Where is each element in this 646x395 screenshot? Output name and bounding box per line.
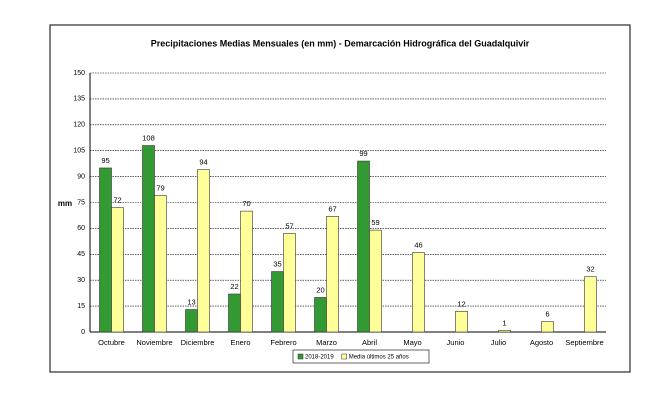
data-label: 46 (414, 241, 422, 250)
x-tick-label: Abril (362, 338, 377, 347)
bar (185, 309, 198, 333)
legend-swatch (297, 353, 304, 360)
bar (455, 310, 468, 333)
data-label: 72 (113, 196, 121, 205)
data-label: 70 (242, 199, 250, 208)
y-tick-label: 30 (77, 277, 85, 284)
data-label: 108 (142, 134, 155, 143)
y-tick-label: 60 (77, 225, 85, 232)
bar (584, 276, 597, 333)
bar (326, 216, 339, 333)
y-tick-label: 75 (77, 199, 85, 206)
y-tick-label: 105 (73, 148, 85, 155)
y-tick-label: 150 (73, 70, 85, 77)
x-tick-label: Marzo (316, 338, 337, 347)
data-label: 99 (359, 149, 367, 158)
legend-label: 2018-2019 (305, 355, 334, 361)
bar (240, 210, 253, 333)
x-tick-label: Octubre (98, 338, 125, 347)
bar (412, 252, 425, 333)
chart-frame (49, 24, 631, 373)
x-tick-label: Enero (230, 338, 250, 347)
data-label: 57 (285, 222, 293, 231)
x-tick-label: Febrero (270, 338, 296, 347)
data-label: 95 (101, 156, 109, 165)
data-label: 67 (328, 204, 336, 213)
bar (99, 167, 112, 333)
bar (142, 145, 155, 333)
y-tick-label: 135 (73, 96, 85, 103)
x-tick-label: Agosto (530, 338, 553, 347)
data-label: 6 (545, 310, 549, 319)
data-label: 13 (187, 298, 195, 307)
legend-swatch (341, 353, 347, 360)
legend-label: Media últimos 25 años (349, 355, 409, 361)
bar (314, 297, 327, 333)
y-tick-label: 15 (77, 303, 85, 310)
y-tick-label: 0 (81, 329, 85, 336)
y-tick-label: 45 (77, 251, 85, 258)
x-tick-label: Julio (491, 338, 506, 347)
bar (357, 160, 370, 333)
data-label: 94 (199, 158, 207, 167)
x-tick-label: Diciembre (181, 338, 215, 347)
y-tick-label: 120 (73, 122, 85, 129)
data-label: 79 (156, 184, 164, 193)
x-tick-label: Junio (447, 338, 465, 347)
bar (541, 321, 554, 333)
legend-box (292, 349, 430, 364)
bar (111, 207, 124, 333)
bar (154, 195, 167, 333)
bar (197, 169, 210, 333)
x-tick-label: Septiembre (565, 338, 603, 347)
y-tick-label: 90 (77, 173, 85, 180)
x-tick-label: Noviembre (136, 338, 172, 347)
bar (369, 229, 382, 333)
data-label: 35 (273, 260, 281, 269)
data-label: 12 (457, 299, 465, 308)
x-tick-label: Mayo (403, 338, 421, 347)
y-axis-label: mm (58, 199, 72, 208)
data-label: 59 (371, 218, 379, 227)
data-label: 20 (316, 285, 324, 294)
data-label: 1 (502, 318, 506, 327)
bar (271, 271, 284, 333)
chart-title: Precipitaciones Medias Mensuales (en mm)… (151, 38, 530, 48)
data-label: 32 (586, 265, 594, 274)
bar (498, 329, 511, 333)
bar (283, 233, 296, 333)
bar (228, 293, 241, 333)
data-label: 22 (230, 282, 238, 291)
